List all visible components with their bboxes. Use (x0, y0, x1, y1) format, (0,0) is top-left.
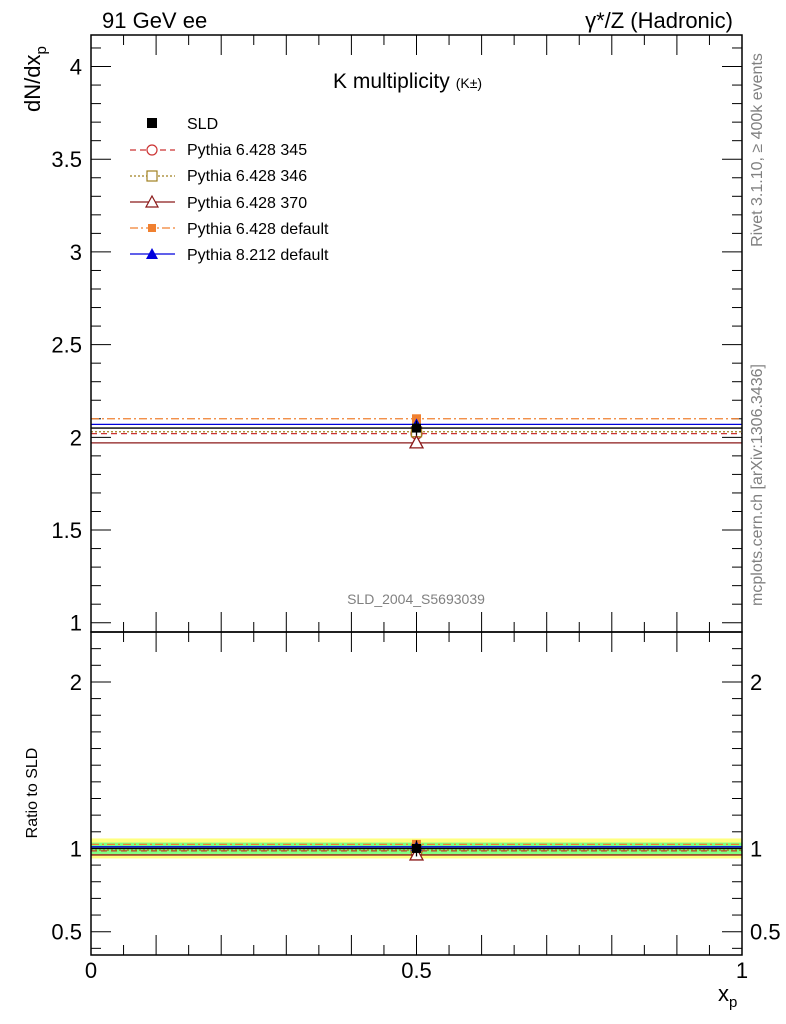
legend-label-pythia-6-428-default: Pythia 6.428 default (187, 221, 329, 238)
axis-ticks: 11.522.533.540.5 0.51 12 20 0.5 1 (51, 35, 781, 983)
legend: SLD Pythia 6.428 345 Pythia 6.428 346 Py… (130, 116, 329, 264)
y-tick-label: 1 (70, 611, 82, 636)
ratio-axis-title: Ratio to SLD (24, 748, 41, 839)
legend-label-sld: SLD (187, 116, 218, 133)
y-axis-title-sub: p (33, 46, 50, 54)
legend-marker-pythia-8-212-default (146, 248, 158, 259)
legend-entry-pythia-8-212-default: Pythia 8.212 default (130, 247, 329, 264)
ratio-tick-label: 1 (70, 836, 82, 861)
legend-marker-pythia-6-428-345 (146, 144, 158, 156)
legend-entry-sld: SLD (147, 116, 218, 133)
legend-entry-pythia-6-428-345: Pythia 6.428 345 (130, 142, 307, 159)
x-tick-label: 0.5 (401, 958, 432, 983)
ratio-plot-marks (91, 839, 742, 861)
energy-label: 91 GeV ee (102, 8, 207, 33)
ratio-tick-label-right: 2 (750, 670, 762, 695)
legend-marker-pythia-6-428-default (148, 224, 156, 232)
legend-label-pythia-6-428-370: Pythia 6.428 370 (187, 195, 307, 212)
mcplots-label: mcplots.cern.ch [arXiv:1306.3436] (749, 364, 766, 606)
y-tick-label: 4 (70, 55, 82, 80)
ratio-tick-label-right: 0.5 (750, 920, 781, 945)
y-tick-label: 1.5 (51, 518, 82, 543)
x-axis-title: xp (718, 981, 737, 1011)
legend-label-pythia-8-212-default: Pythia 8.212 default (187, 247, 329, 264)
ratio-tick-label-right: 1 (750, 836, 762, 861)
series-point-pythia-6-428-370 (408, 434, 425, 449)
y-tick-label: 2 (70, 425, 82, 450)
main-plot-marks (91, 414, 742, 449)
legend-label-pythia-6-428-346: Pythia 6.428 346 (187, 168, 307, 185)
y-tick-label: 2.5 (51, 333, 82, 358)
chart-title-sub: (K±) (456, 75, 482, 91)
rivet-label: Rivet 3.1.10, ≥ 400k events (749, 53, 766, 247)
x-tick-label: 1 (736, 958, 748, 983)
legend-marker-pythia-6-428-370 (144, 194, 160, 208)
ratio-panel-frame (90, 631, 743, 956)
legend-entry-pythia-6-428-default: Pythia 6.428 default (130, 221, 329, 238)
analysis-watermark: SLD_2004_S5693039 (347, 591, 485, 607)
legend-marker-pythia-6-428-346 (146, 170, 158, 182)
y-axis-title: dN/dxp (20, 46, 50, 112)
y-tick-label: 3.5 (51, 147, 82, 172)
legend-label-pythia-6-428-345: Pythia 6.428 345 (187, 142, 307, 159)
y-axis-title-main: dN/dx (20, 55, 45, 112)
legend-entry-pythia-6-428-370: Pythia 6.428 370 (130, 194, 307, 212)
x-axis-title-sub: p (729, 994, 737, 1011)
chart-title-main: K multiplicity (333, 70, 450, 93)
process-label: γ*/Z (Hadronic) (585, 8, 733, 33)
ratio-tick-label: 0.5 (51, 920, 82, 945)
x-tick-label: 0 (85, 958, 97, 983)
legend-entry-pythia-6-428-346: Pythia 6.428 346 (130, 168, 307, 185)
ratio-tick-label: 2 (70, 670, 82, 695)
y-tick-label: 3 (70, 240, 82, 265)
x-axis-title-main: x (718, 981, 729, 1006)
legend-marker-sld (147, 118, 157, 128)
data-point-sld (412, 423, 421, 433)
chart-title: K multiplicity (K±) (333, 70, 482, 93)
